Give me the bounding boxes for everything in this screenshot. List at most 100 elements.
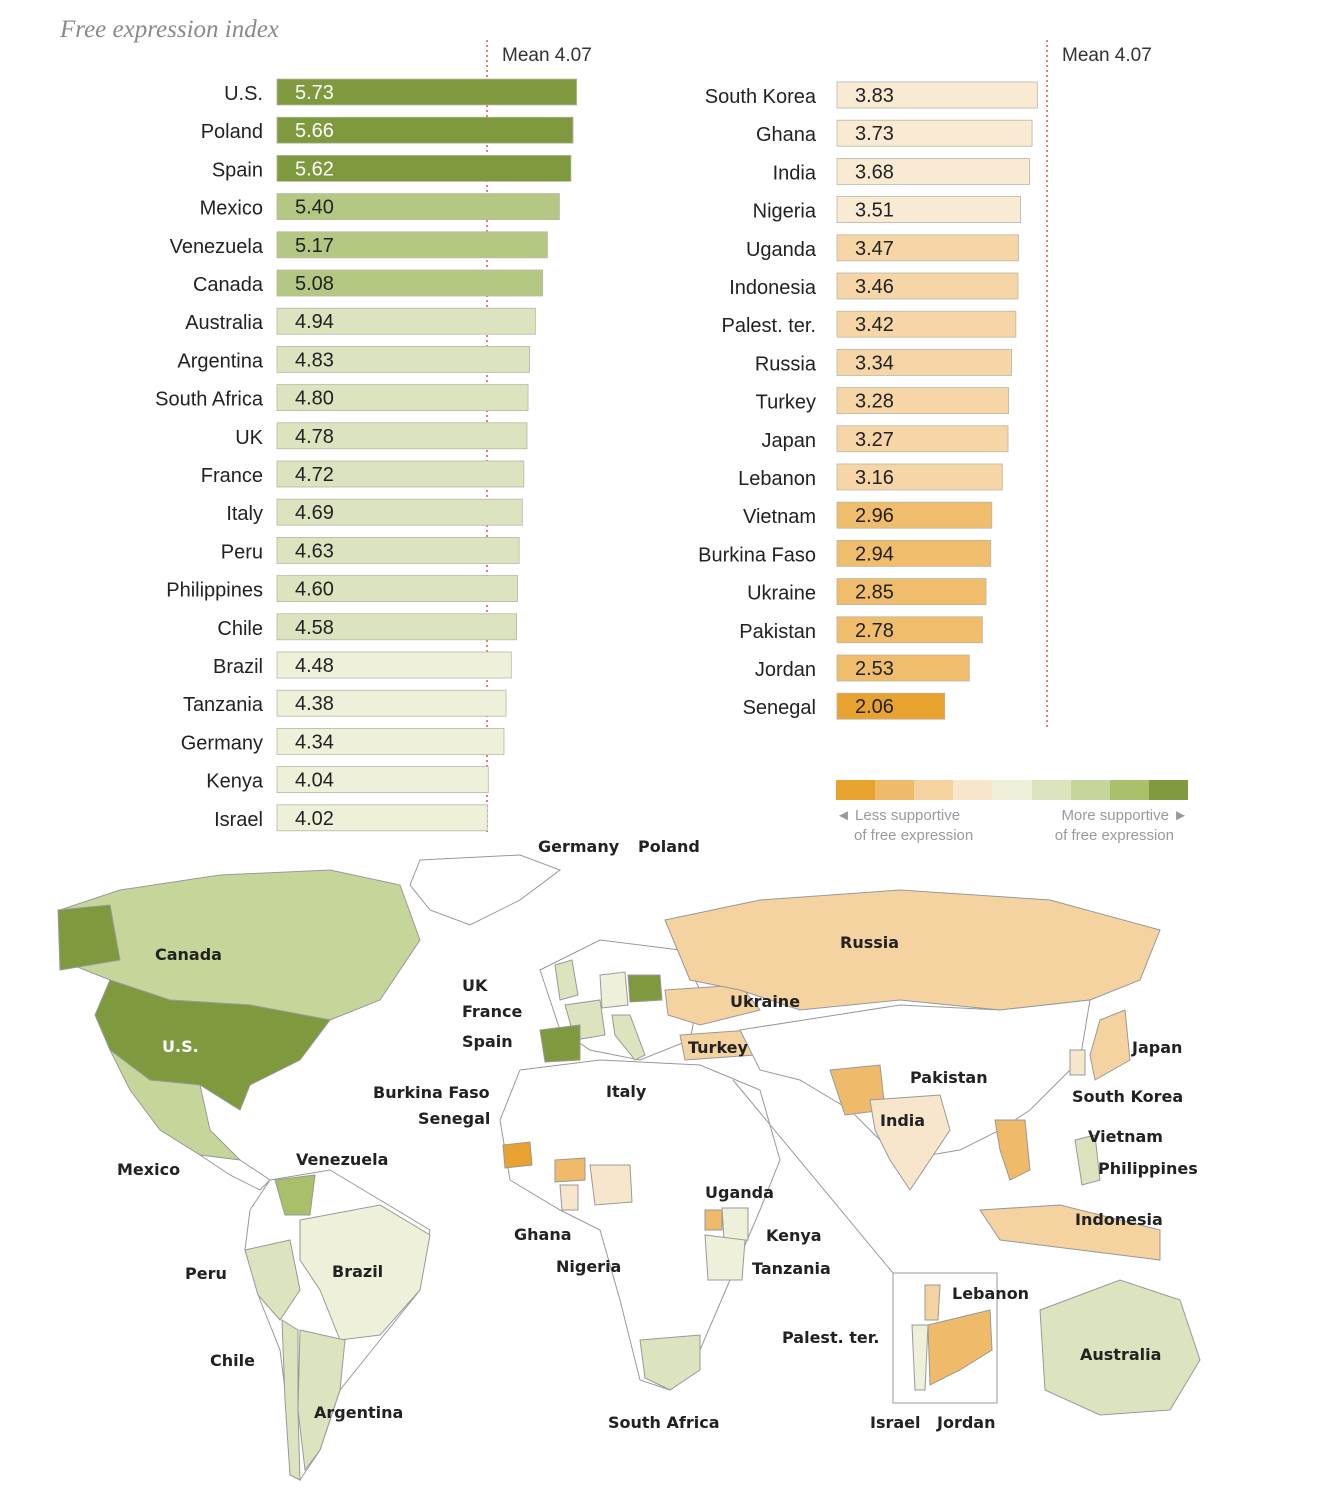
bar xyxy=(836,272,1019,300)
legend-swatch xyxy=(836,780,876,800)
category-label: Pakistan xyxy=(739,621,816,643)
bar xyxy=(276,460,525,488)
bar-value-label: 2.94 xyxy=(855,543,894,565)
bar xyxy=(276,613,517,641)
map-label: South Africa xyxy=(608,1413,720,1432)
map-label: Spain xyxy=(462,1032,513,1051)
alaska-shape xyxy=(57,904,121,971)
lebanon-shape xyxy=(924,1284,941,1321)
map-label: India xyxy=(880,1111,925,1130)
category-label: Venezuela xyxy=(170,236,264,258)
bar xyxy=(276,307,536,335)
map-label: Turkey xyxy=(688,1038,749,1057)
map-label: Peru xyxy=(185,1264,227,1283)
legend-swatch xyxy=(1070,780,1110,800)
chile-shape xyxy=(281,1319,301,1481)
category-label: Brazil xyxy=(213,656,263,678)
category-label: Vietnam xyxy=(743,506,816,528)
category-label: Germany xyxy=(181,732,263,754)
uganda-shape xyxy=(704,1209,723,1231)
middle-east-inset xyxy=(732,1079,998,1404)
category-label: Australia xyxy=(185,312,264,334)
bar xyxy=(276,728,505,755)
category-label: India xyxy=(773,162,817,184)
bar xyxy=(276,422,528,450)
bar-value-label: 5.62 xyxy=(295,158,334,180)
bar xyxy=(836,310,1017,338)
map-label: Kenya xyxy=(766,1226,822,1245)
map-label: Russia xyxy=(840,933,899,952)
bar-value-label: 5.73 xyxy=(295,82,334,104)
category-label: Peru xyxy=(221,541,263,563)
map-label: Burkina Faso xyxy=(373,1083,490,1102)
philippines-shape xyxy=(1074,1134,1101,1186)
bar-value-label: 4.80 xyxy=(295,388,334,410)
map-label: Australia xyxy=(1080,1345,1161,1364)
legend-swatch xyxy=(1148,780,1188,800)
legend-less-label: ◄ Less supportive of free expression xyxy=(836,806,973,846)
peru-shape xyxy=(244,1239,301,1321)
mean-label: Mean 4.07 xyxy=(502,45,592,66)
bar-value-label: 2.06 xyxy=(855,696,894,718)
bar xyxy=(276,575,518,602)
brazil-shape xyxy=(299,1204,431,1341)
bar xyxy=(836,81,1038,109)
bar xyxy=(836,387,1009,415)
chart-subtitle: Free expression index xyxy=(60,16,279,43)
category-label: Spain xyxy=(212,159,263,181)
bar-value-label: 2.85 xyxy=(855,582,894,604)
bar-value-label: 4.72 xyxy=(295,464,334,486)
bar xyxy=(836,654,970,682)
burkina-faso-shape xyxy=(554,1157,586,1183)
legend-color-scale xyxy=(836,780,1188,800)
legend-swatch xyxy=(875,780,915,800)
map-label: UK xyxy=(462,976,488,995)
italy-shape xyxy=(611,1014,646,1061)
color-legend: ◄ Less supportive of free expression Mor… xyxy=(836,780,1188,846)
category-label: U.S. xyxy=(224,83,263,105)
map-label: Ukraine xyxy=(730,992,800,1011)
bar-value-label: 4.02 xyxy=(295,808,334,830)
bar xyxy=(836,119,1033,147)
bar xyxy=(836,425,1009,453)
bar xyxy=(836,463,1003,491)
bar-value-label: 2.53 xyxy=(855,658,894,680)
map-label: South Korea xyxy=(1072,1087,1183,1106)
bar-value-label: 4.83 xyxy=(295,349,334,371)
category-label: Senegal xyxy=(743,697,816,719)
legend-swatch xyxy=(914,780,954,800)
bar-chart: Mean 4.07 5.73 U.S. 5.66 Poland 5.62 Spain 5.40… xyxy=(155,40,1152,835)
senegal-shape xyxy=(502,1141,533,1169)
category-label: South Africa xyxy=(155,389,264,411)
category-label: Russia xyxy=(755,353,817,375)
bar xyxy=(836,234,1019,262)
category-label: Jordan xyxy=(755,659,816,681)
tanzania-shape xyxy=(704,1234,746,1281)
category-label: Japan xyxy=(762,430,817,452)
spain-shape xyxy=(539,1024,581,1063)
bar xyxy=(836,616,983,644)
bar-value-label: 3.27 xyxy=(855,429,894,451)
category-label: France xyxy=(201,465,263,487)
bar-value-label: 2.78 xyxy=(855,620,894,642)
map-label: Germany xyxy=(538,837,620,856)
bar-value-label: 4.04 xyxy=(295,770,334,792)
bar-value-label: 2.96 xyxy=(855,505,894,527)
bar-value-label: 4.58 xyxy=(295,617,334,639)
indonesia-shape xyxy=(979,1204,1161,1261)
legend-more-line2: of free expression xyxy=(1054,827,1174,844)
bar-value-label: 3.73 xyxy=(855,123,894,145)
category-label: Mexico xyxy=(200,198,263,220)
venezuela-shape xyxy=(274,1174,316,1216)
bar xyxy=(276,804,488,832)
germany-shape xyxy=(599,971,629,1009)
map-label: Ghana xyxy=(514,1225,572,1244)
bar xyxy=(276,269,544,297)
map-label: Chile xyxy=(210,1351,255,1370)
bar-value-label: 4.48 xyxy=(295,655,334,677)
bar-value-label: 5.17 xyxy=(295,235,334,257)
category-label: Tanzania xyxy=(183,694,264,716)
category-label: Lebanon xyxy=(738,468,816,490)
category-label: Nigeria xyxy=(753,201,817,223)
world-map: Canada U.S. Mexico Venezuela Peru Brazil Chile… xyxy=(57,837,1201,1482)
